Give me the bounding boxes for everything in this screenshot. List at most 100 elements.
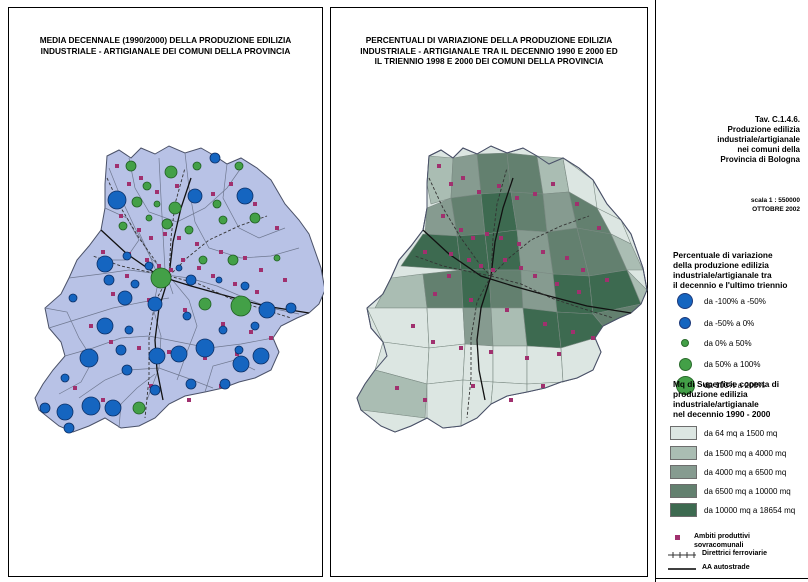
circle-legend-item: da 50% a 100% (668, 356, 761, 372)
ambito-produttivo-marker (557, 352, 561, 356)
ambito-produttivo-marker (509, 398, 513, 402)
ambito-produttivo-marker (499, 236, 503, 240)
variation-circle (164, 165, 178, 179)
ambito-produttivo-marker (437, 164, 441, 168)
ambito-produttivo-marker (101, 250, 105, 254)
fill-swatch (670, 426, 697, 440)
ambito-produttivo-marker (137, 228, 141, 232)
variation-circle (39, 402, 51, 414)
ambito-produttivo-marker (211, 192, 215, 196)
variation-circle (132, 401, 146, 415)
variation-circle (249, 212, 261, 224)
variation-circle (168, 201, 182, 215)
municipality-area (450, 153, 482, 199)
ambito-produttivo-marker (467, 258, 471, 262)
ambito-produttivo-marker (197, 266, 201, 270)
ambito-produttivo-marker (503, 258, 507, 262)
variation-circle (115, 344, 127, 356)
variation-circle (209, 152, 221, 164)
fill-swatch (670, 465, 697, 479)
variation-circle (258, 301, 276, 319)
ambito-produttivo-marker (565, 256, 569, 260)
variation-circle (148, 347, 166, 365)
ambito-produttivo-marker (89, 324, 93, 328)
ambito-produttivo-marker (423, 250, 427, 254)
ambito-produttivo-marker (115, 164, 119, 168)
variation-circle (68, 293, 78, 303)
railway-line (168, 215, 268, 277)
variation-circle (107, 190, 127, 210)
variation-circle (79, 348, 99, 368)
variation-circle (96, 317, 114, 335)
ambito-produttivo-marker (461, 176, 465, 180)
variation-circle (125, 160, 137, 172)
motorway-line-icon (668, 568, 696, 570)
variation-circle (185, 378, 197, 390)
municipality-area (526, 345, 564, 385)
left-map (34, 145, 324, 434)
variation-circle (124, 325, 134, 335)
variation-circle (187, 188, 203, 204)
ambito-produttivo-marker (571, 330, 575, 334)
ambito-produttivo-marker (441, 214, 445, 218)
motorway-line (154, 275, 170, 401)
variation-circle (81, 396, 101, 416)
ambito-produttivo-marker (543, 322, 547, 326)
ambito-produttivo-marker (259, 268, 263, 272)
municipal-boundary (184, 152, 300, 259)
ambito-produttivo-marker (119, 214, 123, 218)
variation-circle (215, 276, 223, 284)
ambito-produttivo-marker (221, 322, 225, 326)
circle-legend-item: da 100% a 200% (668, 375, 765, 395)
large-green-circle-icon (675, 375, 695, 395)
municipal-boundary (118, 373, 156, 429)
variation-circle (285, 302, 297, 314)
ambito-produttivo-marker (157, 264, 161, 268)
ambito-produttivo-marker (477, 190, 481, 194)
fill-legend-item: da 6500 mq a 10000 mq (670, 483, 791, 499)
ambito-produttivo-marker (229, 182, 233, 186)
municipal-boundary (222, 163, 286, 239)
right-map-panel: PERCENTUALI DI VARIAZIONE DELLA PRODUZIO… (330, 7, 648, 577)
ambito-produttivo-marker (533, 274, 537, 278)
ambito-produttivo-marker (541, 250, 545, 254)
ambito-produttivo-marker (255, 290, 259, 294)
ambito-produttivo-marker (203, 356, 207, 360)
right-map (356, 145, 648, 433)
variation-circle (130, 279, 140, 289)
ambito-produttivo-marker (253, 202, 257, 206)
municipal-boundary (44, 307, 94, 395)
ambito-produttivo-marker (111, 292, 115, 296)
medium-green-circle-icon (678, 357, 692, 371)
ambito-produttivo-marker (269, 336, 273, 340)
ambito-produttivo-marker (243, 256, 247, 260)
left-map-title: MEDIA DECENNALE (1990/2000) DELLA PRODUZ… (39, 35, 292, 56)
ambito-produttivo-marker (125, 274, 129, 278)
variation-circle (117, 290, 133, 306)
variation-circle (250, 321, 260, 331)
variation-circle (161, 218, 173, 230)
ambito-produttivo-marker (551, 182, 555, 186)
fill-legend-heading: Mq di Superficie coperta di produzione e… (673, 379, 780, 419)
variation-circle (56, 403, 74, 421)
variation-circle (218, 325, 228, 335)
circle-legend-heading: Percentuale di variazione della produzio… (673, 250, 788, 290)
variation-circle (150, 267, 172, 289)
variation-circle (212, 199, 222, 209)
variation-circle (60, 373, 70, 383)
ambito-produttivo-marker (145, 258, 149, 262)
variation-circle (185, 274, 197, 286)
circle-legend-item: da 0% a 50% (668, 335, 752, 351)
municipality-area (374, 273, 428, 309)
municipality-area (492, 345, 528, 385)
municipal-boundary (128, 157, 242, 223)
municipality-area (490, 307, 528, 347)
ambito-produttivo-marker (575, 202, 579, 206)
motorway-line (168, 177, 192, 277)
tavola-title-block: Tav. C.1.4.6. Produzione edilizia indust… (717, 115, 800, 164)
municipality-area (476, 152, 512, 195)
ambito-produttivo-marker (431, 340, 435, 344)
ambito-produttivo-marker (449, 182, 453, 186)
variation-circle (142, 181, 152, 191)
variation-circle (198, 297, 212, 311)
